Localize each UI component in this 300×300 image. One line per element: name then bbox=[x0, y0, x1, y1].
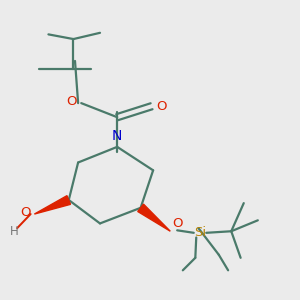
Text: O: O bbox=[156, 100, 166, 113]
Text: O: O bbox=[20, 206, 31, 219]
Text: O: O bbox=[172, 217, 182, 230]
Text: O: O bbox=[66, 95, 77, 108]
Polygon shape bbox=[138, 204, 170, 231]
Text: H: H bbox=[10, 225, 18, 238]
Polygon shape bbox=[34, 196, 70, 214]
Text: Si: Si bbox=[194, 226, 206, 239]
Text: N: N bbox=[112, 129, 122, 143]
